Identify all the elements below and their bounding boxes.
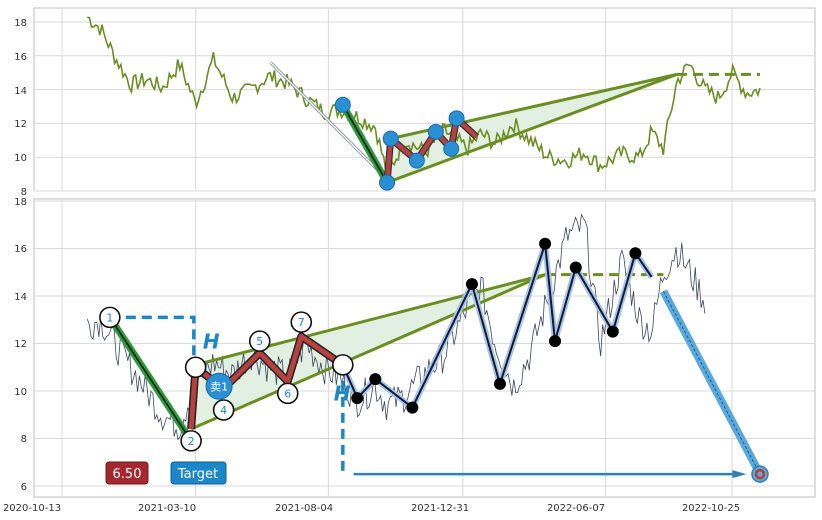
pattern-point-label: 1 <box>106 311 113 324</box>
bottom-y-ticks: 6 8 10 12 14 16 18 <box>14 197 27 493</box>
top-sell-trend-core <box>342 104 388 183</box>
swing-point <box>569 261 582 274</box>
top-marks <box>87 16 761 191</box>
swing-point <box>629 247 642 260</box>
top-y-tick: 18 <box>14 18 27 29</box>
pattern-point-label: 5 <box>256 335 263 348</box>
top-pivot-point <box>334 96 351 113</box>
x-tick: 2021-08-04 <box>275 503 333 514</box>
swing-point <box>369 373 382 386</box>
pattern-point-label: 2 <box>188 435 195 448</box>
x-tick: 2022-06-07 <box>547 503 605 514</box>
bottom-y-tick: 6 <box>21 482 27 493</box>
top-y-tick: 14 <box>14 86 27 97</box>
pattern-point <box>248 330 271 352</box>
bottom-wedge-lower <box>190 273 546 431</box>
h-mark: H <box>334 382 351 406</box>
top-y-ticks: 8 10 12 14 16 18 <box>14 18 27 198</box>
drop-arrow-core <box>662 291 761 475</box>
top-wedge-lower <box>386 72 678 184</box>
top-pivot-point <box>443 140 460 157</box>
x-tick: 2021-12-31 <box>411 503 469 514</box>
top-pivot-point <box>382 130 399 147</box>
top-y-tick: 16 <box>14 52 27 63</box>
swing-point <box>606 325 619 338</box>
top-y-tick: 12 <box>14 119 27 130</box>
pattern-point <box>180 430 202 452</box>
value-badge-box <box>105 461 149 485</box>
value-badge: 6.50 <box>105 461 149 485</box>
target-marker <box>751 465 769 483</box>
bottom-y-tick: 18 <box>14 197 27 208</box>
pattern-point <box>290 311 313 333</box>
swing-point <box>351 392 364 405</box>
x-tick: 2020-10-13 <box>3 503 61 514</box>
swing-point <box>539 237 552 250</box>
bottom-marks: 1 2 4 5 6 7 卖1 H H <box>86 213 769 483</box>
swing-point <box>465 278 478 291</box>
target-badge: Target <box>170 461 227 485</box>
bottom-bracket <box>109 315 196 429</box>
h-mark: H <box>203 329 220 353</box>
top-y-tick: 10 <box>14 153 27 164</box>
pattern-point-label: 7 <box>298 316 305 329</box>
bottom-y-tick: 10 <box>14 387 27 398</box>
bottom-y-tick: 12 <box>14 339 27 350</box>
pattern-point-label: 6 <box>284 387 291 400</box>
top-pivot-point <box>427 123 444 140</box>
target-badge-box <box>170 461 227 485</box>
x-ticks: 2020-10-13 2021-03-10 2021-08-04 2021-12… <box>3 503 740 514</box>
pattern-point <box>212 399 235 421</box>
x-tick: 2021-03-10 <box>138 503 196 514</box>
swing-point <box>493 377 506 390</box>
top-pivot-point <box>379 174 396 191</box>
target-marker-ring <box>754 468 766 480</box>
target-arrow-head <box>732 470 747 479</box>
top-pivot-point <box>408 152 425 169</box>
pattern-point <box>99 306 121 329</box>
pattern-point <box>184 356 207 379</box>
sell-marker <box>205 372 233 400</box>
x-tick: 2022-10-25 <box>682 503 740 514</box>
swing-point <box>549 335 562 348</box>
pattern-point-label: 4 <box>220 404 227 417</box>
sell-marker-label: 卖1 <box>210 380 228 393</box>
bottom-left-trend-core <box>109 316 192 442</box>
pattern-point <box>332 354 354 376</box>
pattern-point <box>276 382 299 405</box>
top-pivot-point <box>448 110 465 127</box>
swing-point <box>406 401 419 414</box>
bottom-y-tick: 14 <box>14 292 27 303</box>
bottom-y-tick: 16 <box>14 244 27 255</box>
bottom-y-tick: 8 <box>21 434 27 445</box>
top-arrow-line <box>270 62 386 178</box>
value-badge-text: 6.50 <box>113 467 142 482</box>
target-badge-text: Target <box>177 467 218 482</box>
top-y-tick: 8 <box>21 187 27 198</box>
